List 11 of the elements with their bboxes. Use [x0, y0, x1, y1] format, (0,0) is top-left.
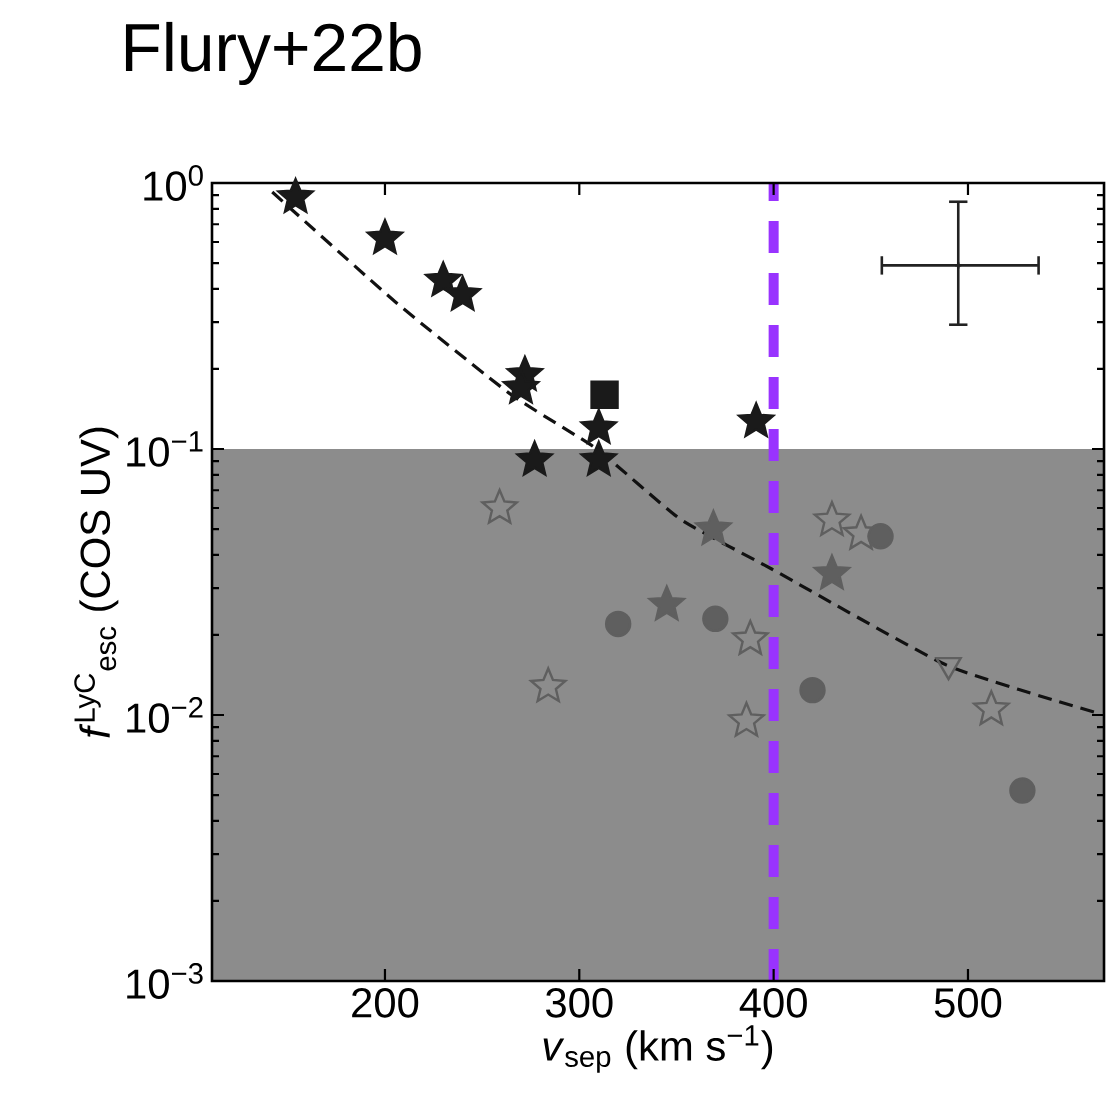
x-tick-label: 200 — [352, 988, 419, 1018]
x-tick-label: 500 — [934, 988, 1002, 1018]
x-tick-label: 400 — [739, 988, 807, 1018]
y-tick-label: 10$^{−2}$ — [127, 697, 203, 733]
y-tick-label: 10$^{−1}$ — [127, 431, 203, 467]
y-axis-title: f$^{LyC}$$_{esc}$ (COS UV) — [74, 427, 119, 738]
y-tick-label: 10$^{−3}$ — [127, 963, 203, 999]
x-axis-title: v$_{sep}$ (km s$^{−1}$) — [543, 1025, 773, 1073]
chart-title: Flury+22b — [125, 21, 421, 86]
x-tick-label: 300 — [545, 988, 613, 1018]
y-tick-label: 10$^{0}$ — [144, 165, 203, 201]
